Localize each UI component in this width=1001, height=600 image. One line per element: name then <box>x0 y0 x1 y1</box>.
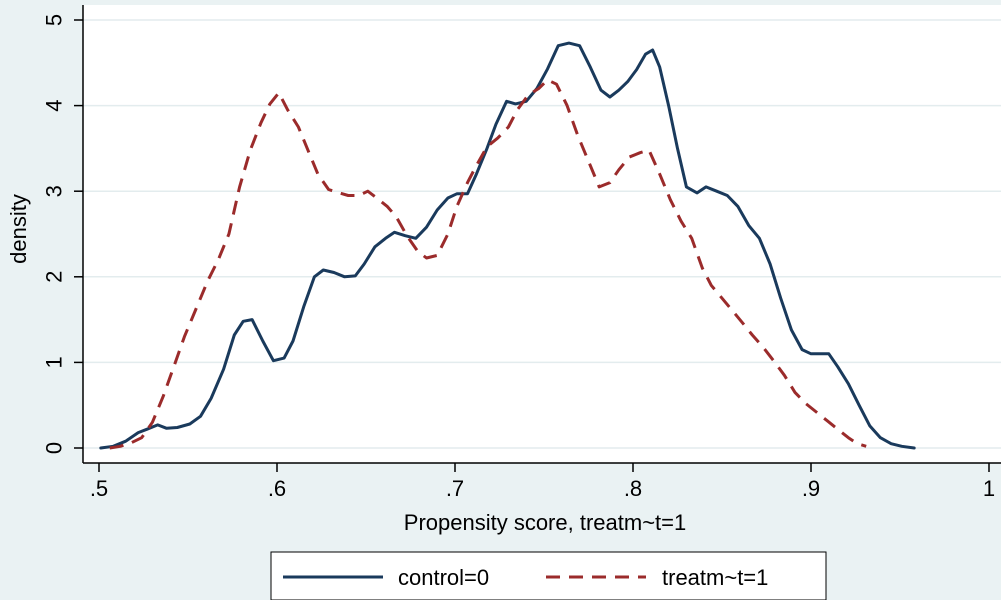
legend: control=0 treatm~t=1 <box>270 551 827 600</box>
series-line-control <box>99 41 916 450</box>
legend-label-treatment: treatm~t=1 <box>662 565 768 590</box>
axes: 0 1 2 3 4 5 .5 .6 .7 .8 .9 1 <box>42 5 1001 501</box>
y-tick-label: 5 <box>42 14 67 26</box>
grid-lines <box>83 19 1001 449</box>
x-tick-label: .9 <box>802 476 820 501</box>
x-tick-label: .6 <box>268 476 286 501</box>
x-tick-label: .5 <box>90 476 108 501</box>
x-axis-title: Propensity score, treatm~t=1 <box>404 510 686 535</box>
x-tick-label: 1 <box>983 476 995 501</box>
y-tick-label: 0 <box>42 442 67 454</box>
x-tick-label: .7 <box>446 476 464 501</box>
x-tick-label: .8 <box>624 476 642 501</box>
y-tick-label: 2 <box>42 271 67 283</box>
plot-area <box>83 5 1001 463</box>
y-tick-label: 3 <box>42 185 67 197</box>
y-tick-label: 1 <box>42 356 67 368</box>
series-line-treatment <box>109 78 867 450</box>
legend-label-control: control=0 <box>398 565 489 590</box>
y-axis-title: density <box>6 194 31 264</box>
series-lines <box>99 41 916 450</box>
y-tick-label: 4 <box>42 99 67 111</box>
